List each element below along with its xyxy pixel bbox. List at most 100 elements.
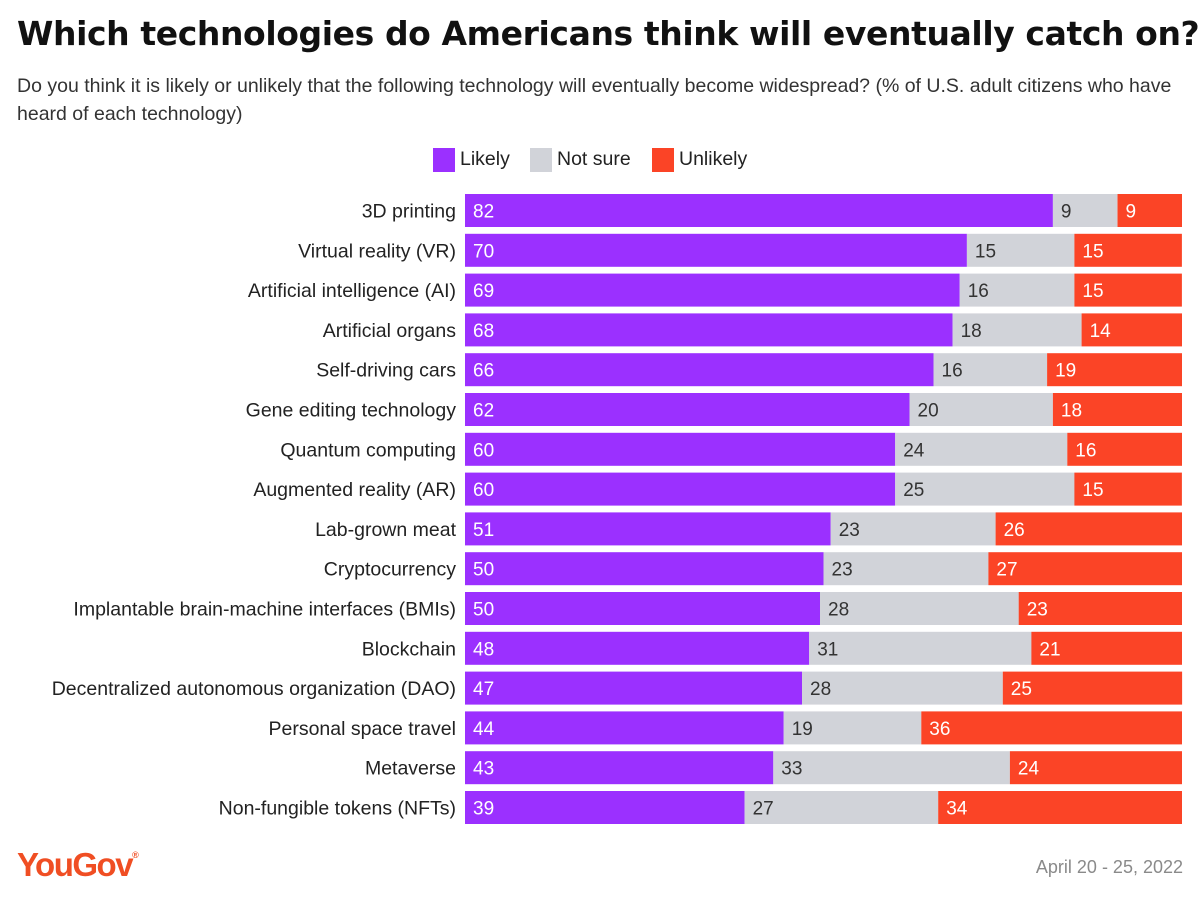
category-label-blockchain: Blockchain bbox=[362, 638, 456, 660]
bar-likely-implantable-brain-machine-interfaces-bmis bbox=[465, 592, 820, 625]
bar-not-sure-gene-editing-technology bbox=[909, 393, 1053, 426]
data-label-unlikely-blockchain: 21 bbox=[1039, 639, 1060, 660]
bar-likely-lab-grown-meat bbox=[465, 512, 831, 546]
category-label-self-driving-cars: Self-driving cars bbox=[316, 360, 456, 382]
data-label-unlikely-virtual-reality-vr: 15 bbox=[1082, 241, 1103, 262]
legend-swatch-unlikely bbox=[652, 148, 674, 172]
data-label-not-sure-virtual-reality-vr: 15 bbox=[975, 241, 996, 262]
category-label-artificial-organs: Artificial organs bbox=[323, 320, 457, 342]
data-label-unlikely-quantum-computing: 16 bbox=[1075, 440, 1096, 461]
category-label-gene-editing-technology: Gene editing technology bbox=[246, 400, 457, 422]
bar-not-sure-cryptocurrency bbox=[823, 552, 989, 586]
legend-label-not-sure: Not sure bbox=[557, 148, 631, 170]
bar-likely-quantum-computing bbox=[465, 432, 896, 466]
bar-not-sure-personal-space-travel bbox=[783, 711, 922, 745]
data-label-likely-gene-editing-technology: 62 bbox=[473, 401, 494, 422]
bar-not-sure-augmented-reality-ar bbox=[895, 472, 1075, 506]
bar-not-sure-non-fungible-tokens-nfts bbox=[744, 791, 939, 824]
data-label-not-sure-blockchain: 31 bbox=[817, 639, 838, 660]
bar-not-sure-3d-printing bbox=[1052, 194, 1118, 227]
data-label-unlikely-implantable-brain-machine-interfaces-bmis: 23 bbox=[1027, 600, 1048, 621]
legend-swatch-not-sure bbox=[530, 148, 552, 172]
data-label-likely-implantable-brain-machine-interfaces-bmis: 50 bbox=[473, 600, 494, 621]
data-label-not-sure-non-fungible-tokens-nfts: 27 bbox=[753, 799, 774, 820]
category-label-non-fungible-tokens-nfts: Non-fungible tokens (NFTs) bbox=[219, 798, 456, 820]
bar-unlikely-quantum-computing bbox=[1067, 432, 1182, 466]
bar-likely-augmented-reality-ar bbox=[465, 472, 896, 506]
data-label-not-sure-implantable-brain-machine-interfaces-bmis: 28 bbox=[828, 600, 849, 621]
bar-unlikely-implantable-brain-machine-interfaces-bmis bbox=[1018, 592, 1182, 625]
bar-likely-non-fungible-tokens-nfts bbox=[465, 791, 745, 824]
bar-likely-personal-space-travel bbox=[465, 711, 784, 745]
data-label-unlikely-gene-editing-technology: 18 bbox=[1061, 401, 1082, 422]
category-label-quantum-computing: Quantum computing bbox=[280, 439, 456, 461]
bar-likely-3d-printing bbox=[465, 194, 1053, 227]
bar-likely-decentralized-autonomous-organization-dao bbox=[465, 671, 802, 705]
data-label-likely-quantum-computing: 60 bbox=[473, 440, 494, 461]
category-label-metaverse: Metaverse bbox=[365, 758, 456, 780]
bar-unlikely-non-fungible-tokens-nfts bbox=[938, 791, 1182, 824]
bar-unlikely-cryptocurrency bbox=[988, 552, 1182, 586]
bar-not-sure-implantable-brain-machine-interfaces-bmis bbox=[820, 592, 1019, 625]
data-label-not-sure-lab-grown-meat: 23 bbox=[839, 520, 860, 541]
data-label-not-sure-personal-space-travel: 19 bbox=[792, 719, 813, 740]
bar-unlikely-personal-space-travel bbox=[921, 711, 1182, 745]
data-label-unlikely-lab-grown-meat: 26 bbox=[1004, 520, 1025, 541]
bar-unlikely-decentralized-autonomous-organization-dao bbox=[1002, 671, 1183, 705]
bar-likely-metaverse bbox=[465, 751, 774, 785]
category-label-lab-grown-meat: Lab-grown meat bbox=[315, 519, 456, 541]
bar-likely-artificial-intelligence-ai bbox=[465, 273, 960, 307]
bar-not-sure-virtual-reality-vr bbox=[966, 233, 1075, 267]
data-label-likely-lab-grown-meat: 51 bbox=[473, 520, 494, 541]
data-label-likely-blockchain: 48 bbox=[473, 639, 494, 660]
data-label-likely-artificial-intelligence-ai: 69 bbox=[473, 281, 494, 302]
category-label-3d-printing: 3D printing bbox=[362, 201, 456, 223]
data-label-not-sure-artificial-intelligence-ai: 16 bbox=[968, 281, 989, 302]
data-label-likely-virtual-reality-vr: 70 bbox=[473, 241, 494, 262]
category-label-artificial-intelligence-ai: Artificial intelligence (AI) bbox=[248, 280, 456, 302]
legend-label-unlikely: Unlikely bbox=[679, 148, 748, 170]
data-label-likely-decentralized-autonomous-organization-dao: 47 bbox=[473, 679, 494, 700]
bar-likely-virtual-reality-vr bbox=[465, 233, 967, 267]
bar-likely-artificial-organs bbox=[465, 313, 953, 347]
data-label-likely-personal-space-travel: 44 bbox=[473, 719, 495, 740]
bar-unlikely-artificial-organs bbox=[1081, 313, 1182, 347]
bar-not-sure-lab-grown-meat bbox=[830, 512, 996, 546]
data-label-not-sure-artificial-organs: 18 bbox=[961, 321, 982, 342]
bar-not-sure-decentralized-autonomous-organization-dao bbox=[802, 671, 1003, 705]
bar-unlikely-3d-printing bbox=[1117, 194, 1182, 227]
logo-text: YouGov bbox=[17, 846, 134, 883]
bar-unlikely-virtual-reality-vr bbox=[1074, 233, 1182, 267]
data-label-not-sure-quantum-computing: 24 bbox=[903, 440, 925, 461]
data-label-unlikely-metaverse: 24 bbox=[1018, 759, 1040, 780]
data-label-unlikely-artificial-intelligence-ai: 15 bbox=[1082, 281, 1103, 302]
category-label-augmented-reality-ar: Augmented reality (AR) bbox=[253, 479, 456, 501]
category-label-decentralized-autonomous-organization-dao: Decentralized autonomous organization (D… bbox=[52, 678, 456, 700]
survey-date: April 20 - 25, 2022 bbox=[1035, 857, 1183, 877]
legend-swatch-likely bbox=[433, 148, 455, 172]
bar-likely-blockchain bbox=[465, 631, 810, 665]
data-label-unlikely-cryptocurrency: 27 bbox=[996, 560, 1017, 581]
data-label-not-sure-augmented-reality-ar: 25 bbox=[903, 480, 924, 501]
data-label-likely-cryptocurrency: 50 bbox=[473, 560, 494, 581]
data-label-unlikely-self-driving-cars: 19 bbox=[1055, 361, 1076, 382]
bar-unlikely-self-driving-cars bbox=[1047, 353, 1182, 387]
bar-not-sure-blockchain bbox=[809, 631, 1032, 665]
data-label-unlikely-personal-space-travel: 36 bbox=[929, 719, 950, 740]
data-label-unlikely-augmented-reality-ar: 15 bbox=[1082, 480, 1103, 501]
category-label-personal-space-travel: Personal space travel bbox=[268, 718, 456, 740]
bar-unlikely-lab-grown-meat bbox=[995, 512, 1182, 546]
bar-not-sure-artificial-organs bbox=[952, 313, 1082, 347]
data-label-unlikely-non-fungible-tokens-nfts: 34 bbox=[946, 799, 968, 820]
data-label-likely-3d-printing: 82 bbox=[473, 202, 494, 223]
category-label-implantable-brain-machine-interfaces-bmis: Implantable brain-machine interfaces (BM… bbox=[73, 599, 456, 621]
bar-not-sure-quantum-computing bbox=[895, 432, 1068, 466]
category-label-cryptocurrency: Cryptocurrency bbox=[324, 559, 456, 581]
bar-unlikely-artificial-intelligence-ai bbox=[1074, 273, 1182, 307]
data-label-likely-artificial-organs: 68 bbox=[473, 321, 494, 342]
bar-not-sure-metaverse bbox=[773, 751, 1010, 785]
data-label-unlikely-decentralized-autonomous-organization-dao: 25 bbox=[1011, 679, 1032, 700]
bar-unlikely-augmented-reality-ar bbox=[1074, 472, 1182, 506]
bar-unlikely-metaverse bbox=[1009, 751, 1182, 785]
